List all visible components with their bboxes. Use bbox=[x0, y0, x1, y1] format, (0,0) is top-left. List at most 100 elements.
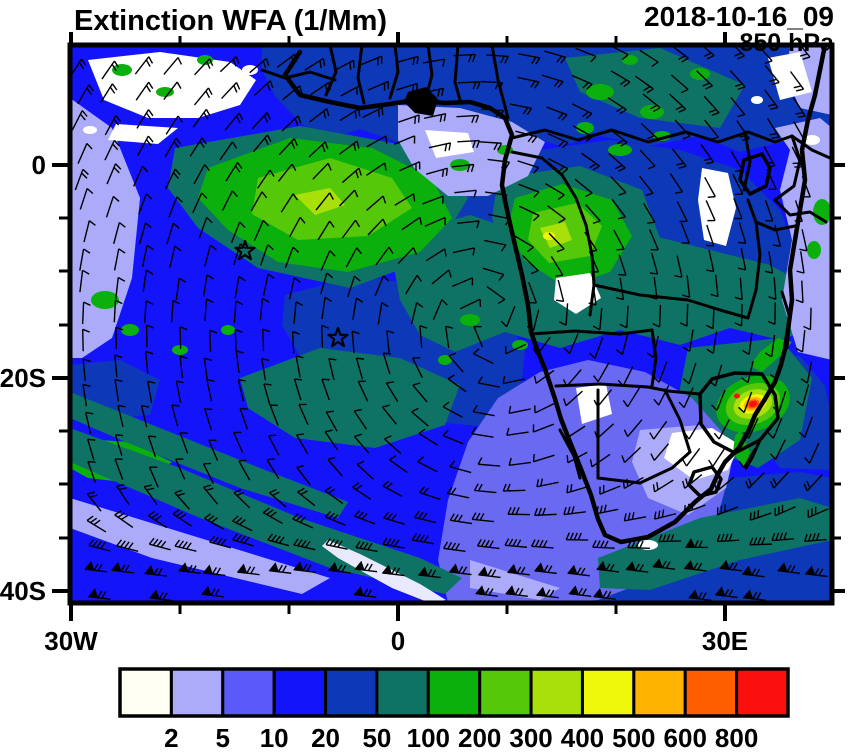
wind-barb bbox=[652, 304, 662, 328]
wind-barb bbox=[795, 330, 806, 353]
wind-barb bbox=[471, 426, 494, 438]
wind-barb bbox=[82, 358, 91, 381]
wind-barb bbox=[528, 282, 537, 304]
wind-barb bbox=[175, 277, 187, 301]
wind-barb bbox=[546, 106, 568, 121]
wind-barb bbox=[385, 381, 399, 403]
wind-barb bbox=[589, 453, 611, 468]
wind-barb bbox=[566, 451, 588, 464]
wind-barb bbox=[622, 476, 644, 489]
wind-barb bbox=[192, 108, 211, 128]
wind-barb bbox=[266, 458, 280, 479]
wind-barb bbox=[411, 407, 429, 427]
wind-barb bbox=[88, 538, 111, 552]
wind-barb bbox=[277, 163, 297, 182]
wind-barb bbox=[163, 81, 182, 100]
wind-barb bbox=[398, 114, 420, 124]
wind-barb bbox=[253, 219, 270, 241]
colorbar-outline bbox=[118, 667, 790, 718]
wind-barb bbox=[417, 456, 438, 473]
colorbar-tick-label: 100 bbox=[407, 723, 450, 750]
wind-barb bbox=[548, 232, 565, 253]
map-region bbox=[540, 222, 572, 248]
colorbar-cell bbox=[169, 667, 225, 718]
wind-barb bbox=[486, 285, 506, 304]
wind-barb bbox=[341, 167, 362, 184]
wind-barb bbox=[219, 141, 238, 161]
wind-barb bbox=[448, 563, 472, 576]
wind-barb bbox=[732, 45, 745, 60]
wind-barb bbox=[77, 142, 93, 164]
colorbar-tick-label: 10 bbox=[260, 723, 289, 750]
wind-barb bbox=[386, 330, 395, 353]
wind-barb bbox=[669, 93, 687, 113]
wind-barb bbox=[389, 455, 408, 474]
wind-barb bbox=[79, 269, 90, 293]
wind-barb bbox=[256, 169, 275, 189]
colorbar-tick-label: 20 bbox=[311, 723, 340, 750]
wind-barb bbox=[431, 269, 452, 285]
wind-barb bbox=[281, 115, 302, 132]
wind-barb bbox=[382, 352, 392, 375]
border-line bbox=[490, 45, 510, 120]
wind-barb bbox=[267, 533, 290, 547]
map-speckle bbox=[156, 87, 174, 97]
wind-barb bbox=[259, 297, 270, 321]
wind-barb bbox=[801, 176, 811, 198]
wind-barb bbox=[615, 277, 625, 301]
wind-barb bbox=[142, 269, 154, 293]
wind-barb bbox=[233, 300, 244, 323]
wind-barb bbox=[679, 304, 689, 327]
wind-barb bbox=[325, 410, 338, 432]
wind-barb bbox=[382, 537, 405, 549]
wind-barb bbox=[766, 118, 780, 139]
wind-barb bbox=[419, 325, 428, 348]
wind-barb bbox=[115, 276, 126, 300]
wind-barb bbox=[209, 535, 232, 549]
wind-barb bbox=[133, 165, 149, 187]
wind-barb bbox=[696, 70, 713, 90]
wind-barb bbox=[233, 489, 251, 509]
colorbar-cell bbox=[580, 667, 636, 718]
wind-barb bbox=[767, 302, 776, 325]
wind-barb bbox=[764, 200, 774, 222]
wind-barb bbox=[324, 486, 344, 505]
wind-barb bbox=[252, 134, 272, 153]
wind-barb bbox=[615, 333, 629, 356]
map-region bbox=[768, 52, 812, 100]
wind-barb bbox=[203, 484, 219, 505]
map-region bbox=[240, 348, 460, 448]
wind-barb bbox=[397, 247, 418, 265]
wind-barb bbox=[393, 135, 416, 145]
colorbar-cell bbox=[118, 667, 173, 718]
wind-barb bbox=[366, 195, 387, 211]
wind-barb bbox=[412, 356, 424, 379]
wind-barb bbox=[592, 588, 616, 600]
wind-barb bbox=[457, 81, 481, 90]
wind-barb bbox=[165, 168, 181, 190]
wind-barb bbox=[536, 478, 559, 488]
wind-barb bbox=[268, 562, 292, 574]
wind-barb bbox=[136, 109, 154, 129]
wind-barb bbox=[145, 324, 154, 348]
wind-barb bbox=[532, 454, 555, 463]
wind-barb bbox=[201, 585, 224, 598]
colorbar-tick-label: 300 bbox=[509, 723, 552, 750]
wind-barb bbox=[317, 220, 335, 241]
wind-barb bbox=[382, 480, 403, 497]
wind-barb bbox=[114, 434, 124, 457]
wind-barb bbox=[366, 135, 388, 148]
wind-barb bbox=[113, 248, 126, 271]
wind-barb bbox=[296, 464, 311, 486]
wind-barb bbox=[572, 125, 593, 142]
wind-barb bbox=[447, 374, 467, 393]
wind-barb bbox=[169, 245, 182, 268]
wind-barb bbox=[547, 205, 566, 224]
wind-barb bbox=[772, 224, 782, 247]
wind-barb bbox=[221, 82, 241, 100]
wind-barb bbox=[320, 272, 334, 295]
wind-barb bbox=[71, 110, 88, 131]
wind-barb bbox=[796, 251, 805, 274]
border-line bbox=[453, 45, 462, 102]
wind-barb bbox=[588, 283, 597, 306]
